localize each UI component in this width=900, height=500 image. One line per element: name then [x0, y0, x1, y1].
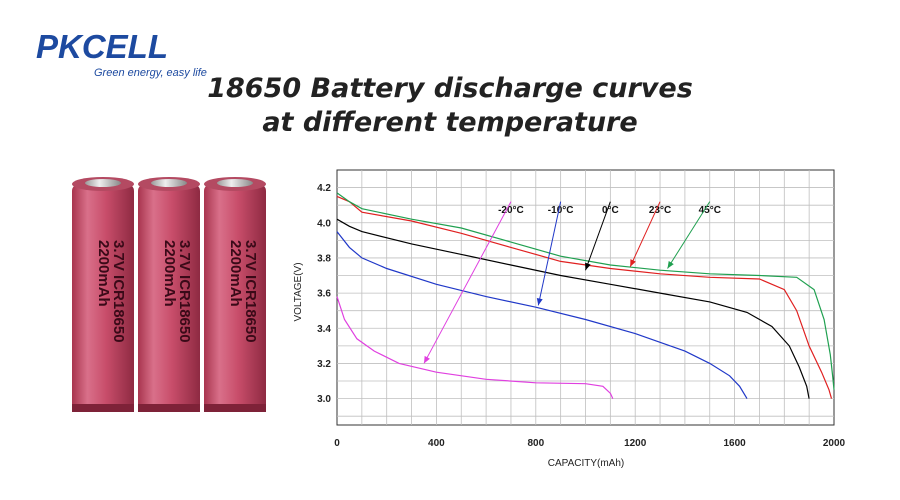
battery-label-1: 3.7V ICR18650 2200mAh: [95, 240, 127, 343]
y-tick-label: 4.2: [317, 183, 331, 194]
series-line: [336, 195, 833, 399]
title-line-1: 18650 Battery discharge curves: [207, 73, 693, 104]
y-tick-label: 3.8: [317, 253, 331, 264]
x-tick-label: 800: [527, 438, 544, 449]
curve-label: -10°C: [548, 205, 574, 216]
x-tick-label: 2000: [823, 438, 846, 449]
series-line: [336, 192, 835, 390]
curve-label: 45°C: [699, 205, 721, 216]
pointer-line: [423, 201, 512, 364]
series-lines: [336, 192, 835, 399]
pointer-line: [629, 201, 661, 267]
y-tick-label: 3.6: [317, 289, 331, 300]
pointer-arrowhead: [630, 259, 636, 267]
y-tick-label: 4.0: [317, 218, 331, 229]
page-title: 18650 Battery discharge curves at differ…: [0, 72, 900, 140]
x-tick-label: 1200: [624, 438, 647, 449]
y-tick-label: 3.4: [317, 324, 331, 335]
y-tick-label: 3.0: [317, 394, 331, 405]
svg-text:2200mAh: 2200mAh: [227, 240, 244, 307]
brand-logo: PKCELL Green energy, easy life: [36, 28, 226, 88]
svg-text:2200mAh: 2200mAh: [95, 240, 112, 307]
series-line: [336, 218, 810, 399]
x-tick-label: 1600: [723, 438, 746, 449]
battery-illustration: 3.7V ICR18650 2200mAh 3.7V ICR18650 2200…: [72, 177, 266, 412]
y-tick-labels: 3.0 3.2 3.4 3.6 3.8 4.0 4.2: [317, 183, 331, 405]
battery-label-2: 3.7V ICR18650 2200mAh: [161, 240, 193, 343]
curve-label: -20°C: [498, 205, 524, 216]
svg-text:3.7V ICR18650: 3.7V ICR18650: [242, 240, 259, 343]
y-tick-label: 3.2: [317, 359, 331, 370]
battery-cell-3: [204, 177, 266, 412]
x-axis-label: CAPACITY(mAh): [548, 458, 625, 469]
x-tick-label: 0: [334, 438, 340, 449]
pointer-line: [537, 201, 562, 306]
pointer-arrowhead: [585, 262, 591, 271]
curve-labels: -20°C -10°C 0°C 23°C 45°C: [423, 201, 721, 364]
x-tick-label: 400: [428, 438, 445, 449]
grid: [337, 170, 834, 425]
pointer-line: [667, 201, 711, 269]
series-line: [336, 296, 614, 399]
battery-cell-1: [72, 177, 134, 412]
svg-text:3.7V ICR18650: 3.7V ICR18650: [176, 240, 193, 343]
pointer-line: [585, 201, 611, 271]
series-line: [336, 231, 748, 399]
curve-label: 23°C: [649, 205, 671, 216]
pointer-arrowhead: [667, 260, 674, 269]
svg-text:2200mAh: 2200mAh: [161, 240, 178, 307]
pointer-arrowhead: [536, 297, 543, 306]
logo-tagline: Green energy, easy life: [94, 67, 207, 79]
battery-label-3: 3.7V ICR18650 2200mAh: [227, 240, 259, 343]
logo-text: PKCELL: [36, 28, 168, 65]
x-tick-labels: 0 400 800 1200 1600 2000: [334, 438, 845, 449]
battery-cell-2: [138, 177, 200, 412]
svg-text:3.7V ICR18650: 3.7V ICR18650: [110, 240, 127, 343]
y-axis-label: VOLTAGE(V): [293, 262, 304, 321]
curve-label: 0°C: [602, 205, 619, 216]
title-line-2: at different temperature: [262, 107, 638, 138]
pointer-arrowhead: [423, 355, 430, 364]
